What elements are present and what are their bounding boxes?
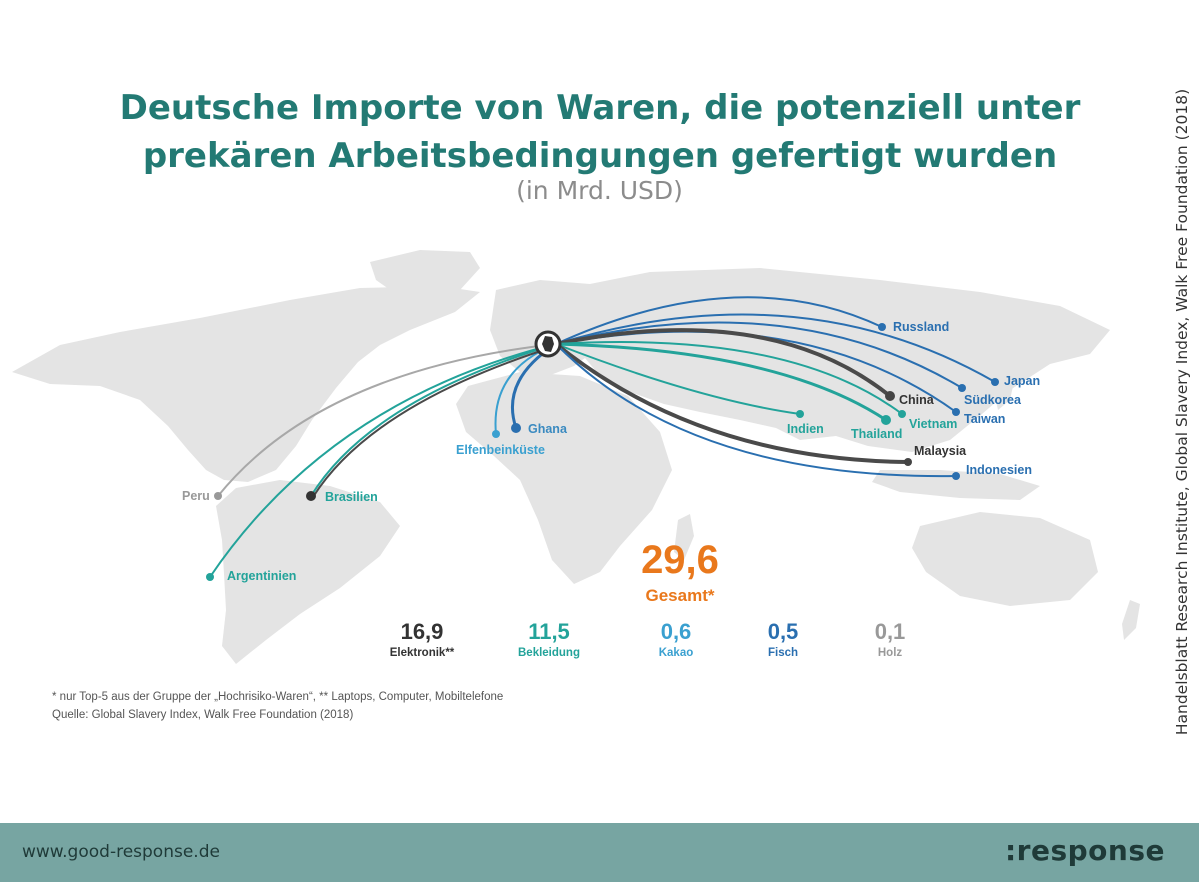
category-value: 0,5: [767, 619, 799, 644]
category-value: 0,6: [660, 619, 692, 644]
response-logo: :response: [1004, 834, 1165, 867]
dot-indonesien: [952, 472, 960, 480]
label-indonesien: Indonesien: [966, 463, 1032, 477]
footnote-source: Quelle: Global Slavery Index, Walk Free …: [52, 709, 354, 721]
dot-vietnam: [898, 410, 906, 418]
world-map-background: [12, 250, 1140, 664]
dot-indien: [796, 410, 804, 418]
category-fisch: 0,5 Fisch: [718, 618, 848, 660]
country-labels: Russland Japan China Südkorea Taiwan Vie…: [182, 320, 1040, 583]
dot-china: [885, 391, 895, 401]
label-indien: Indien: [787, 422, 824, 436]
dot-taiwan: [952, 408, 960, 416]
category-label: Holz: [877, 647, 903, 659]
landmass-africa: [456, 372, 672, 584]
label-ghana: Ghana: [528, 422, 568, 436]
dot-ghana: [511, 423, 521, 433]
landmass-new-zealand: [1122, 600, 1140, 640]
trade-flow-map: Russland Japan China Südkorea Taiwan Vie…: [12, 250, 1140, 664]
flow-thailand: [554, 342, 888, 422]
label-brasilien: Brasilien: [325, 490, 378, 504]
landmass-australia: [912, 512, 1098, 606]
flow-indien: [555, 343, 801, 415]
category-value: 11,5: [528, 619, 570, 644]
label-thailand: Thailand: [851, 427, 902, 441]
flow-brasilien: [310, 343, 557, 497]
footer-url[interactable]: www.good-response.de: [22, 842, 220, 862]
label-vietnam: Vietnam: [909, 417, 957, 431]
flow-brasilien-elektronik: [312, 345, 557, 498]
label-peru: Peru: [182, 489, 210, 503]
category-label: Kakao: [658, 647, 694, 659]
label-argentinien: Argentinien: [227, 569, 296, 583]
flow-vietnam: [555, 341, 903, 415]
category-label: Elektronik**: [389, 647, 455, 659]
dot-thailand: [881, 415, 891, 425]
dot-elfenbeinkueste: [492, 430, 500, 438]
flow-argentinien: [209, 343, 557, 578]
category-kakao: 0,6 Kakao: [611, 618, 741, 660]
label-japan: Japan: [1004, 374, 1040, 388]
dot-malaysia: [904, 458, 912, 466]
footnote-line-1: * nur Top-5 aus der Gruppe der „Hochrisi…: [52, 691, 504, 703]
dot-japan: [991, 378, 999, 386]
label-malaysia: Malaysia: [914, 444, 967, 458]
footnotes: * nur Top-5 aus der Gruppe der „Hochrisi…: [52, 688, 503, 724]
landmass-north-america: [12, 286, 480, 482]
label-elfenbeinkueste: Elfenbeinküste: [456, 443, 545, 457]
category-bekleidung: 11,5 Bekleidung: [484, 618, 614, 660]
total-label: Gesamt*: [645, 586, 715, 605]
footer-bar: www.good-response.de :response: [0, 823, 1199, 882]
flow-peru: [217, 343, 557, 497]
label-suedkorea: Südkorea: [964, 393, 1022, 407]
total-value: 29,6: [641, 538, 719, 582]
destination-dots: [206, 323, 999, 581]
flow-japan: [555, 313, 996, 383]
dot-suedkorea: [958, 384, 966, 392]
category-elektronik: 16,9 Elektronik**: [357, 618, 487, 660]
category-label: Fisch: [767, 647, 799, 659]
flow-malaysia: [554, 342, 910, 464]
dot-peru: [214, 492, 222, 500]
category-label: Bekleidung: [518, 647, 580, 659]
category-value: 16,9: [400, 619, 444, 644]
germany-shape-icon: [542, 336, 554, 352]
landmass-greenland: [370, 250, 480, 300]
landmass-japan: [994, 364, 1016, 410]
dot-brasilien: [306, 491, 316, 501]
category-value: 0,1: [874, 619, 906, 644]
flow-russland: [555, 296, 883, 345]
landmass-madagascar: [674, 514, 694, 560]
chart-title: Deutsche Importe von Waren, die potenzie…: [119, 88, 1081, 176]
flow-indonesien: [555, 343, 957, 478]
landmass-indonesia: [872, 470, 1040, 500]
category-holz: 0,1 Holz: [825, 618, 955, 660]
flow-china: [554, 328, 892, 398]
landmass-south-america: [216, 480, 400, 664]
label-china: China: [899, 393, 935, 407]
dot-argentinien: [206, 573, 214, 581]
trade-flow-curves: [209, 296, 996, 578]
origin-marker: [534, 330, 562, 358]
dot-russland: [878, 323, 886, 331]
flow-suedkorea: [555, 321, 963, 389]
label-taiwan: Taiwan: [964, 412, 1005, 426]
chart-subtitle: (in Mrd. USD): [516, 176, 683, 205]
label-russland: Russland: [893, 320, 949, 334]
